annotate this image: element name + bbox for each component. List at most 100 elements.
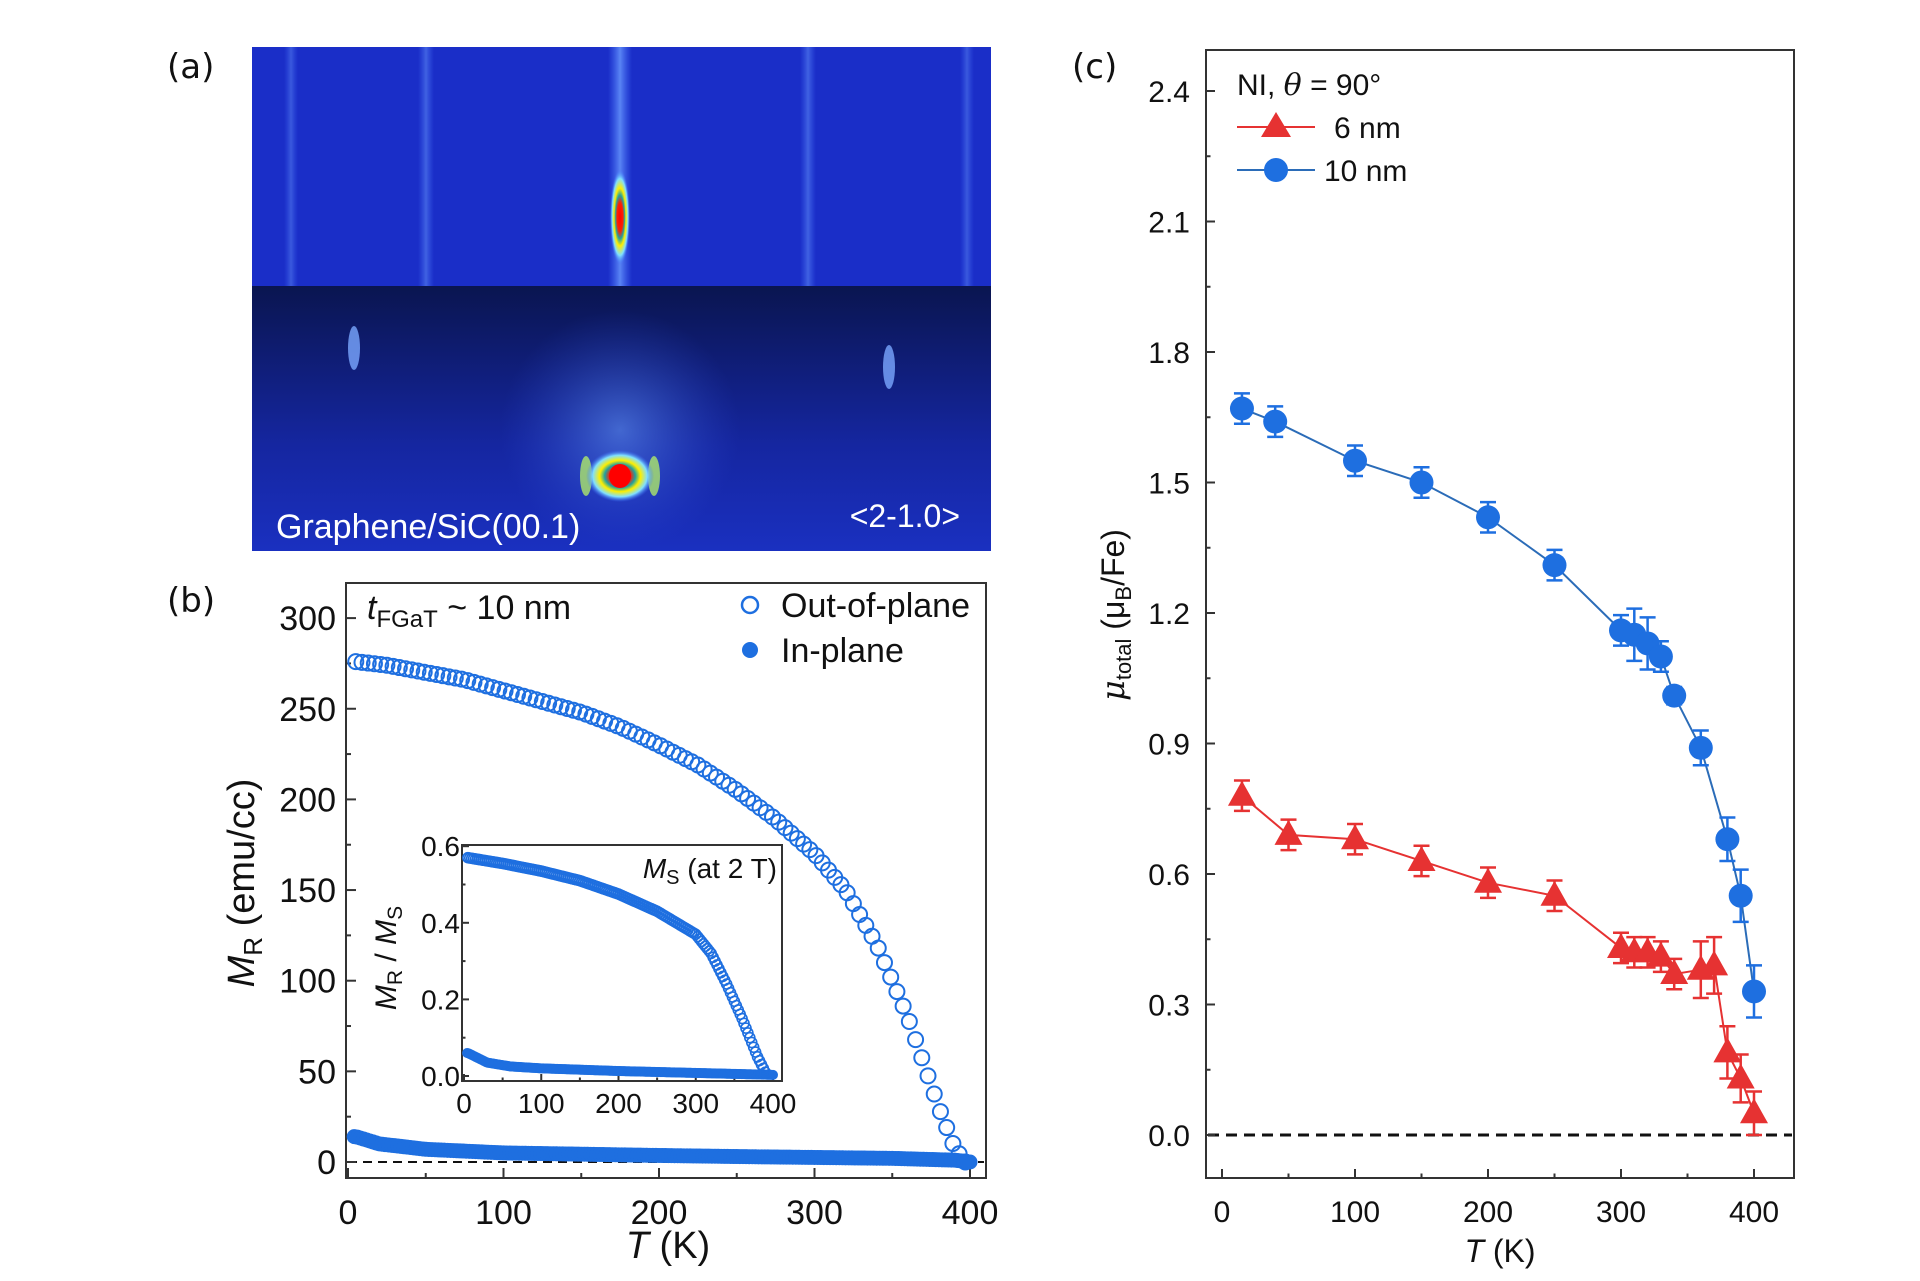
- data-point-10nm: [1662, 683, 1687, 708]
- data-point-10nm: [1263, 409, 1288, 434]
- data-point-out-of-plane: [907, 1031, 925, 1049]
- data-point-out-of-plane: [938, 1119, 956, 1137]
- y-tick-label: 300: [279, 600, 336, 638]
- chart-c: 0 100 200 300 400 0.0 0.3 0.6 0.9 1.2 1.5 1.8 2.1 2.4…: [1094, 49, 1795, 1269]
- data-point-6nm: [1227, 780, 1256, 806]
- x-tick-label: 0: [456, 1088, 472, 1119]
- data-point-out-of-plane: [347, 653, 365, 671]
- data-point-out-of-plane: [390, 659, 408, 677]
- data-point-10nm: [1409, 470, 1434, 495]
- inset-annotation: MS (at 2 T): [643, 853, 777, 889]
- data-point-out-of-plane: [421, 664, 439, 682]
- x-tick-label: 300: [1596, 1196, 1646, 1229]
- plot-frame-c: [1205, 49, 1795, 1179]
- inset-frame: [461, 844, 783, 1082]
- data-point-out-of-plane: [894, 997, 912, 1015]
- y-tick-label: 0.6: [421, 831, 460, 862]
- x-tick-label: 100: [1330, 1196, 1380, 1229]
- inset-point-out-of-plane: [759, 1066, 772, 1078]
- data-point-out-of-plane: [925, 1085, 943, 1103]
- data-point-out-of-plane: [415, 663, 433, 681]
- y-tick-label: 0.6: [1148, 859, 1190, 892]
- data-point-10nm: [1229, 396, 1254, 421]
- x-tick-label: 300: [672, 1088, 719, 1119]
- inset-point-out-of-plane: [703, 945, 716, 957]
- data-point-10nm: [1715, 827, 1740, 852]
- data-point-out-of-plane: [428, 666, 446, 684]
- data-point-out-of-plane: [453, 670, 471, 688]
- data-point-out-of-plane: [446, 669, 464, 687]
- data-point-6nm: [1474, 867, 1502, 893]
- data-point-out-of-plane: [956, 1153, 974, 1171]
- x-tick-label: 400: [750, 1088, 797, 1119]
- data-point-out-of-plane: [359, 654, 377, 672]
- y-tick-label: 0.4: [421, 908, 460, 939]
- rheed-azimuth-label: <2-1.0>: [850, 498, 960, 534]
- data-point-out-of-plane: [409, 662, 427, 680]
- data-point-out-of-plane: [888, 983, 906, 1001]
- data-point-6nm: [1274, 819, 1303, 845]
- y-axis-label-b: MR (emu/cc): [221, 779, 268, 988]
- x-tick-label: 0: [1214, 1196, 1231, 1229]
- chart-b: 0 100 200 300 400 0 50 100 150 200 250 300 tFGaT ~ …: [221, 582, 998, 1267]
- data-point-out-of-plane: [353, 653, 371, 671]
- legend-c: NI, θ = 90° 6 nm 10 nm: [1237, 68, 1407, 188]
- legend-marker-10nm: [1264, 158, 1288, 182]
- y-axis-label-c: μtotal (μB/Fe): [1094, 529, 1136, 701]
- annotation-thickness: tFGaT ~ 10 nm: [367, 589, 571, 633]
- data-point-6nm: [1713, 1037, 1742, 1063]
- data-point-out-of-plane: [403, 661, 421, 679]
- data-point-out-of-plane: [931, 1103, 949, 1121]
- panel-label-a: (a): [167, 47, 214, 87]
- y-tick-label: 0.0: [1148, 1120, 1190, 1153]
- x-axis-label-b: T (K): [626, 1225, 710, 1267]
- data-point-6nm: [1726, 1063, 1755, 1089]
- data-point-10nm: [1648, 644, 1673, 669]
- data-point-out-of-plane: [372, 656, 390, 674]
- y-tick-label: 100: [279, 963, 336, 1001]
- data-point-10nm: [1742, 979, 1766, 1004]
- x-tick-label: 0: [339, 1194, 358, 1232]
- data-point-out-of-plane: [440, 668, 458, 686]
- x-tick-label: 200: [595, 1088, 642, 1119]
- legend-marker-in-plane: [742, 642, 758, 658]
- rheed-sample-label: Graphene/SiC(00.1): [276, 508, 580, 546]
- data-point-6nm: [1740, 1098, 1768, 1124]
- data-point-6nm: [1660, 959, 1689, 985]
- series-line-6nm: [1241, 794, 1755, 1114]
- inset-y-axis-label: MR / MS: [370, 906, 407, 1010]
- x-tick-label: 100: [475, 1194, 532, 1232]
- x-axis-label-c: T (K): [1464, 1233, 1535, 1269]
- y-tick-label: 50: [298, 1053, 336, 1091]
- data-point-6nm: [1341, 824, 1369, 850]
- y-tick-label: 0.2: [421, 984, 460, 1015]
- data-point-out-of-plane: [397, 660, 415, 678]
- y-tick-label: 0: [317, 1144, 336, 1182]
- data-point-out-of-plane: [900, 1012, 918, 1030]
- x-tick-label: 100: [518, 1088, 565, 1119]
- data-point-6nm: [1700, 950, 1729, 976]
- data-point-out-of-plane: [919, 1067, 937, 1085]
- data-point-6nm: [1540, 880, 1569, 906]
- data-point-6nm: [1646, 941, 1675, 967]
- data-point-out-of-plane: [875, 954, 893, 972]
- y-tick-label: 1.5: [1148, 468, 1190, 501]
- data-point-out-of-plane: [869, 939, 887, 957]
- data-point-10nm: [1688, 735, 1713, 760]
- legend-title-c: NI, θ = 90°: [1237, 68, 1381, 103]
- legend-label-10nm: 10 nm: [1324, 155, 1407, 188]
- data-point-10nm: [1476, 505, 1500, 530]
- data-point-out-of-plane: [882, 968, 900, 986]
- y-tick-label: 0.9: [1148, 729, 1190, 762]
- x-tick-label: 300: [786, 1194, 843, 1232]
- y-tick-label: 250: [279, 691, 336, 729]
- data-point-out-of-plane: [384, 657, 402, 675]
- data-point-out-of-plane: [913, 1049, 931, 1067]
- rheed-image: Graphene/SiC(00.1) <2-1.0>: [252, 47, 991, 551]
- legend-marker-6nm: [1261, 112, 1291, 137]
- legend-marker-out-of-plane: [740, 595, 760, 615]
- x-tick-label: 400: [1729, 1196, 1779, 1229]
- data-point-out-of-plane: [801, 841, 819, 859]
- x-tick-label: 200: [631, 1194, 688, 1232]
- legend-label-in-plane: In-plane: [781, 632, 904, 670]
